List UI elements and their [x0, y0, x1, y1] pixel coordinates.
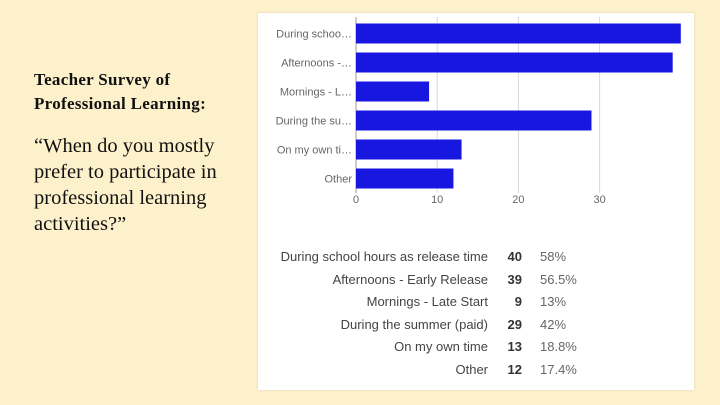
bar — [356, 110, 592, 131]
results-panel: During schoo… Afternoons -… Mornings - L… D… — [258, 13, 694, 390]
summary-percent: 17.4% — [540, 362, 577, 377]
category-label: Mornings - L… — [280, 87, 352, 99]
slide-heading: Teacher Survey of Professional Learning: — [34, 70, 207, 113]
summary-percent: 58% — [540, 249, 567, 264]
summary-percent: 42% — [540, 316, 567, 332]
summary-percent: 18.8% — [540, 339, 577, 355]
category-label: During schoo… — [276, 29, 352, 41]
summary-label: On my own time — [394, 339, 488, 355]
bar — [356, 23, 681, 44]
summary-label: Mornings - Late Start — [366, 294, 488, 310]
summary-label: During school hours as release time — [280, 249, 488, 264]
summary-row: During the summer (paid) 29 42% — [258, 317, 694, 339]
summary-row: During school hours as release time 40 58% — [258, 249, 694, 271]
summary-percent: 13% — [540, 294, 567, 310]
summary-count: 29 — [507, 316, 522, 332]
x-tick-label: 20 — [512, 194, 524, 206]
summary-row: Other 12 17.4% — [258, 362, 694, 384]
summary-label: Other — [455, 362, 488, 377]
survey-question: “When do you mostly prefer to participat… — [34, 135, 217, 235]
bar — [356, 139, 462, 160]
category-label: During the su… — [276, 116, 352, 128]
summary-count: 40 — [507, 249, 522, 264]
category-label: On my own ti… — [277, 145, 352, 157]
category-label: Afternoons -… — [281, 58, 352, 70]
bar — [356, 81, 430, 102]
summary-percent: 56.5% — [540, 271, 577, 287]
summary-row: On my own time 13 18.8% — [258, 339, 694, 361]
x-tick-label: 0 — [353, 194, 359, 206]
bar — [356, 52, 673, 73]
category-label: Other — [324, 174, 352, 186]
summary-count: 39 — [507, 271, 522, 287]
bar — [356, 168, 454, 189]
summary-row: Mornings - Late Start 9 13% — [258, 294, 694, 316]
summary-row: Afternoons - Early Release 39 56.5% — [258, 272, 694, 294]
summary-count: 12 — [507, 362, 522, 377]
slide-caption: Teacher Survey of Professional Learning:… — [34, 68, 254, 237]
summary-label: Afternoons - Early Release — [332, 271, 488, 287]
x-tick-label: 30 — [593, 194, 605, 206]
summary-count: 13 — [507, 339, 522, 355]
bar-chart: During schoo… Afternoons -… Mornings - L… D… — [276, 17, 681, 206]
x-tick-label: 10 — [431, 194, 443, 206]
summary-count: 9 — [514, 294, 522, 310]
summary-label: During the summer (paid) — [340, 316, 488, 332]
